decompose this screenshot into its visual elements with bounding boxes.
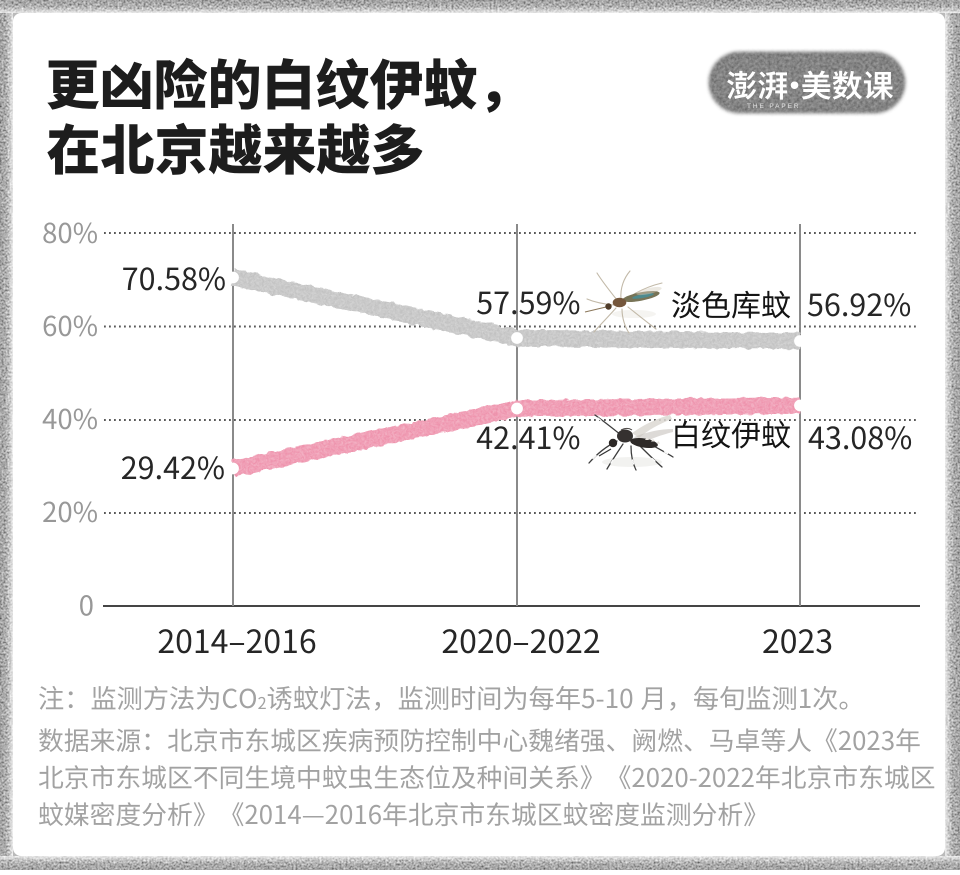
svg-text:THE PAPER: THE PAPER: [747, 103, 800, 110]
